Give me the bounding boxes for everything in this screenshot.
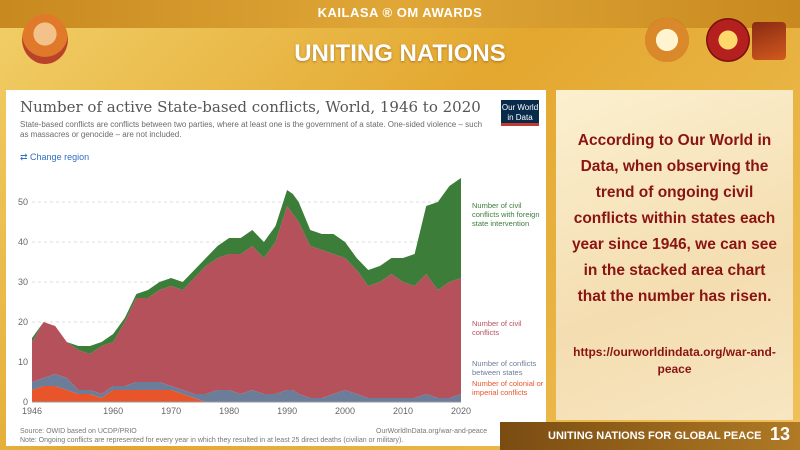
x-tick-label: 1980 xyxy=(219,406,239,416)
slide-title: UNITING NATIONS xyxy=(294,40,506,67)
legend-entry: Number of civil conflicts xyxy=(472,319,522,337)
y-tick-label: 0 xyxy=(23,397,28,407)
legend-entry: Number of civil conflicts with foreign sta… xyxy=(472,201,540,228)
deity-emblem-icon xyxy=(706,18,750,62)
legend-entry: Number of colonial or imperial conflicts xyxy=(472,379,544,397)
x-tick-label: 1960 xyxy=(103,406,123,416)
footer-text: UNITING NATIONS FOR GLOBAL PEACE xyxy=(548,430,762,442)
footer-bar: UNITING NATIONS FOR GLOBAL PEACE 13 xyxy=(500,422,800,450)
y-tick-label: 50 xyxy=(18,197,28,207)
y-tick-label: 20 xyxy=(18,317,28,327)
x-tick-label: 1970 xyxy=(161,406,181,416)
chart-source-url[interactable]: OurWorldInData.org/war-and-peace xyxy=(376,428,488,435)
owid-logo-text: Our World in Data xyxy=(501,103,539,122)
x-tick-label: 2020 xyxy=(451,406,471,416)
description-panel: According to Our World in Data, when obs… xyxy=(556,90,793,420)
y-tick-label: 10 xyxy=(18,357,28,367)
chart-title: Number of active State-based conflicts, … xyxy=(20,98,481,116)
chart-note: Note: Ongoing conflicts are represented … xyxy=(20,437,404,444)
award-emblem-icon xyxy=(645,18,689,62)
stacked-area-chart: 0 10 20 30 40 50 1946 1960 1970 1980 1990 2000 2010 2… xyxy=(18,178,544,416)
area-series-1 xyxy=(32,374,461,402)
change-region-link[interactable]: ⇄ Change region xyxy=(20,152,90,162)
legend-entry: Number of conflicts between states xyxy=(472,359,536,377)
avatar xyxy=(22,14,68,64)
page-number: 13 xyxy=(770,424,791,444)
brand-label: KAILASA ® OM AWARDS xyxy=(317,5,483,20)
description-text: According to Our World in Data, when obs… xyxy=(571,132,778,305)
y-tick-label: 30 xyxy=(18,277,28,287)
x-tick-label: 2000 xyxy=(335,406,355,416)
flag-icon xyxy=(752,22,786,60)
y-tick-label: 40 xyxy=(18,237,28,247)
owid-logo[interactable]: Our World in Data xyxy=(501,100,539,126)
area-series-2 xyxy=(32,206,461,398)
source-link[interactable]: https://ourworldindata.org/war-and-peace xyxy=(573,345,776,376)
x-tick-label: 1946 xyxy=(22,406,42,416)
x-tick-label: 2010 xyxy=(393,406,413,416)
x-tick-label: 1990 xyxy=(277,406,297,416)
chart-source: Source: OWID based on UCDP/PRIO xyxy=(20,428,137,435)
chart-subtitle: State-based conflicts are conflicts betw… xyxy=(20,120,483,139)
chart-panel: Number of active State-based conflicts, … xyxy=(6,90,546,446)
